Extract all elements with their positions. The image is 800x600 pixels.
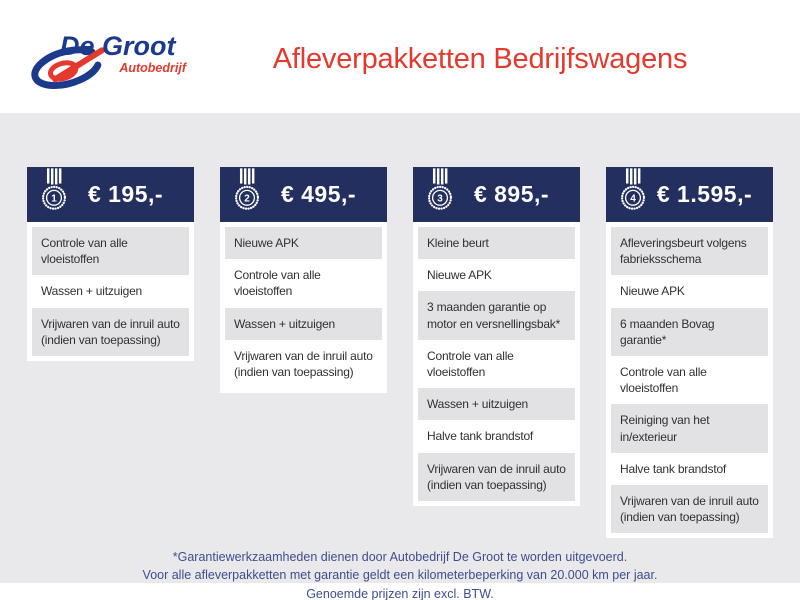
package-items: Nieuwe APK Controle van alle vloeistoffen… (220, 222, 387, 394)
package-item: Controle van alle vloeistoffen (427, 348, 514, 379)
medal-number: 4 (630, 194, 636, 205)
package-item: Wassen + uitzuigen (41, 284, 143, 299)
package-card: 1 € 195,- Controle van alle vloeistoffen… (27, 167, 194, 361)
package-item: Vrijwaren van de inruil auto (indien van… (418, 452, 575, 501)
package-items: Kleine beurt Nieuwe APK 3 maanden garantie… (413, 222, 580, 506)
package-items: Controle van alle vloeistoffen Wassen + u… (27, 222, 194, 361)
footer-note: Voor alle afleverpakketten met garantie … (142, 568, 658, 583)
package-item: Nieuwe APK (225, 227, 382, 260)
package-item: Wassen + uitzuigen (418, 388, 575, 421)
medal-icon: 3 (427, 168, 453, 210)
package-item: Controle van alle vloeistoffen (32, 227, 189, 276)
footer-note: *Garantiewerkzaamheden dienen door Autob… (172, 550, 628, 565)
package-card: 3 € 895,- Kleine beurt Nieuwe APK 3 maande… (413, 167, 580, 506)
footer-note: Genoemde prijzen zijn excl. BTW. (306, 586, 494, 600)
medal-icon: 1 (41, 168, 67, 210)
package-item: Kleine beurt (418, 227, 575, 260)
package-price: € 495,- (280, 181, 357, 207)
brand-subtitle: Autobedrijf (118, 61, 187, 75)
package-price: € 895,- (473, 181, 550, 207)
package-card: 4 € 1.595,- Afleveringsbeurt volgens fab… (606, 167, 773, 539)
medal-icon: 4 (620, 168, 646, 210)
page-title: Afleverpakketten Bedrijfswagens (272, 43, 688, 75)
package-item: Nieuwe APK (620, 284, 685, 299)
package-item: 3 maanden garantie op motor en versnelli… (418, 291, 575, 340)
package-item: Controle van alle vloeistoffen (234, 268, 321, 299)
medal-number: 2 (244, 194, 250, 205)
package-item: 6 maanden Bovag garantie* (611, 307, 768, 356)
package-item: Vrijwaren van de inruil auto (indien van… (32, 307, 189, 356)
top-header: De Groot Autobedrijf Afleverpakketten Be… (0, 0, 800, 113)
brand-name: De Groot (60, 31, 177, 61)
medal-number: 3 (437, 194, 443, 205)
package-card: 2 € 495,- Nieuwe APK Controle van alle vl… (220, 167, 387, 394)
packages-row: 1 € 195,- Controle van alle vloeistoffen… (27, 167, 773, 539)
package-item: Wassen + uitzuigen (225, 307, 382, 340)
package-item: Halve tank brandstof (620, 461, 727, 476)
package-header: 1 € 195,- (27, 167, 194, 222)
package-price: € 195,- (87, 181, 164, 207)
package-header: 2 € 495,- (220, 167, 387, 222)
content-panel: 1 € 195,- Controle van alle vloeistoffen… (0, 113, 800, 600)
package-item: Controle van alle vloeistoffen (620, 364, 707, 396)
medal-number: 1 (51, 194, 57, 205)
package-header: 3 € 895,- (413, 167, 580, 222)
logo-swoosh-icon (31, 46, 105, 90)
package-item: Afleveringsbeurt volgens fabrieksschema (611, 227, 768, 276)
medal-icon: 2 (234, 168, 260, 210)
package-item: Vrijwaren van de inruil auto (indien van… (234, 348, 373, 379)
brand-logo-graphic: De Groot Autobedrijf (31, 31, 188, 90)
package-item: Reiniging van het in/exterieur (611, 404, 768, 453)
package-item: Halve tank brandstof (427, 429, 534, 444)
package-price: € 1.595,- (656, 181, 753, 207)
brand-logo: De Groot Autobedrijf (30, 28, 190, 95)
package-header: 4 € 1.595,- (606, 167, 773, 222)
package-item: Nieuwe APK (427, 268, 492, 283)
package-item: Vrijwaren van de inruil auto (indien van… (611, 484, 768, 534)
footer-notes: *Garantiewerkzaamheden dienen door Autob… (27, 548, 773, 600)
package-items: Afleveringsbeurt volgens fabrieksschema N… (606, 222, 773, 539)
